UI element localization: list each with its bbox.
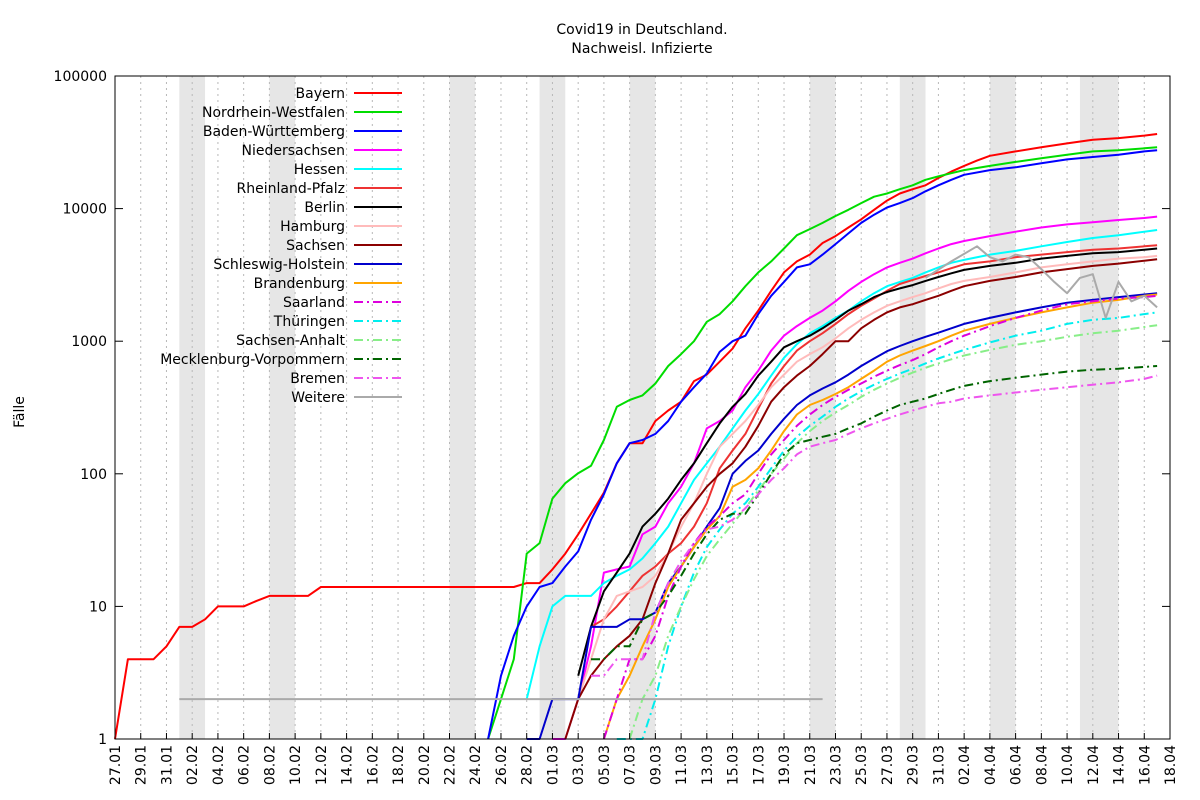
legend-label: Rheinland-Pfalz bbox=[237, 181, 345, 197]
x-tick-label: 06.02 bbox=[237, 745, 253, 785]
series-line bbox=[487, 149, 1158, 740]
legend-label: Bremen bbox=[290, 371, 345, 387]
x-tick-label: 29.01 bbox=[134, 745, 150, 785]
x-tick-label: 04.04 bbox=[983, 745, 999, 785]
series-line bbox=[591, 374, 1158, 677]
x-tick-label: 02.02 bbox=[185, 745, 201, 785]
x-tick-label: 22.02 bbox=[443, 745, 459, 785]
series-line bbox=[179, 245, 1158, 701]
series-line bbox=[564, 258, 1158, 740]
series-line bbox=[564, 254, 1158, 740]
x-tick-label: 08.02 bbox=[262, 745, 278, 785]
series-line bbox=[526, 292, 1158, 740]
y-tick-label: 1000 bbox=[71, 334, 107, 350]
y-tick-label: 100 bbox=[80, 467, 107, 483]
x-tick-label: 24.02 bbox=[468, 745, 484, 785]
x-tick-label: 27.01 bbox=[108, 745, 124, 785]
legend-label: Mecklenburg-Vorpommern bbox=[160, 352, 345, 368]
series-line bbox=[577, 247, 1158, 676]
y-axis-label: Fälle bbox=[12, 396, 28, 428]
series-line bbox=[552, 215, 1158, 740]
x-tick-label: 12.04 bbox=[1086, 745, 1102, 785]
x-tick-label: 25.03 bbox=[854, 745, 870, 785]
legend-label: Hamburg bbox=[280, 219, 345, 235]
legend-label: Baden-Württemberg bbox=[203, 124, 345, 140]
x-tick-label: 10.02 bbox=[288, 745, 304, 785]
x-tick-label: 09.03 bbox=[648, 745, 664, 785]
x-tick-label: 29.03 bbox=[906, 745, 922, 785]
legend-label: Thüringen bbox=[273, 314, 345, 330]
series-line bbox=[616, 311, 1158, 740]
legend-label: Nordrhein-Westfalen bbox=[202, 105, 345, 121]
legend-label: Niedersachsen bbox=[242, 143, 345, 159]
x-tick-label: 04.02 bbox=[211, 745, 227, 785]
weekend-band bbox=[449, 76, 476, 739]
x-tick-label: 06.04 bbox=[1009, 745, 1025, 785]
weekend-band bbox=[809, 76, 836, 739]
axis-ticks: 27.01 29.01 31.01 02.02 04.02 06.02 08.02 10.02… bbox=[54, 69, 1179, 785]
weekend-bands bbox=[179, 76, 1119, 739]
x-tick-label: 15.03 bbox=[726, 745, 742, 785]
y-tick-label: 10000 bbox=[62, 202, 107, 218]
x-tick-label: 21.03 bbox=[803, 745, 819, 785]
x-tick-label: 02.04 bbox=[957, 745, 973, 785]
series-lines bbox=[114, 133, 1158, 740]
x-tick-label: 16.04 bbox=[1137, 745, 1153, 785]
legend: Bayern Nordrhein-Westfalen Baden-Württembe… bbox=[160, 86, 402, 406]
legend-label: Bayern bbox=[296, 86, 345, 102]
series-line bbox=[114, 133, 1158, 740]
x-tick-label: 14.04 bbox=[1112, 745, 1128, 785]
y-tick-label: 10 bbox=[89, 599, 107, 615]
x-tick-label: 16.02 bbox=[365, 745, 381, 785]
series-line bbox=[487, 146, 1158, 740]
legend-label: Schleswig-Holstein bbox=[213, 257, 345, 273]
series-line bbox=[628, 324, 1158, 740]
x-tick-label: 31.01 bbox=[159, 745, 175, 785]
x-tick-label: 18.02 bbox=[391, 745, 407, 785]
x-tick-label: 13.03 bbox=[700, 745, 716, 785]
x-tick-label: 10.04 bbox=[1060, 745, 1076, 785]
x-tick-label: 05.03 bbox=[597, 745, 613, 785]
weekend-band bbox=[1079, 76, 1119, 739]
x-tick-label: 27.03 bbox=[880, 745, 896, 785]
series-line bbox=[602, 294, 1158, 740]
legend-label: Saarland bbox=[283, 295, 345, 311]
weekend-band bbox=[269, 76, 296, 739]
legend-label: Weitere bbox=[291, 390, 345, 406]
legend-label: Sachsen bbox=[286, 238, 345, 254]
x-tick-label: 28.02 bbox=[520, 745, 536, 785]
x-tick-label: 26.02 bbox=[494, 745, 510, 785]
x-tick-label: 12.02 bbox=[314, 745, 330, 785]
x-tick-label: 31.03 bbox=[931, 745, 947, 785]
x-tick-label: 11.03 bbox=[674, 745, 690, 785]
x-tick-label: 07.03 bbox=[623, 745, 639, 785]
weekend-band bbox=[989, 76, 1016, 739]
x-tick-label: 01.03 bbox=[545, 745, 561, 785]
x-tick-label: 14.02 bbox=[340, 745, 356, 785]
x-tick-label: 08.04 bbox=[1034, 745, 1050, 785]
plot-frame bbox=[114, 75, 1171, 740]
legend-label: Hessen bbox=[294, 162, 345, 178]
x-tick-label: 23.03 bbox=[828, 745, 844, 785]
grid bbox=[114, 76, 1171, 739]
series-line bbox=[591, 365, 1158, 661]
series-line bbox=[525, 229, 1158, 700]
legend-label: Sachsen-Anhalt bbox=[236, 333, 345, 349]
x-tick-label: 03.03 bbox=[571, 745, 587, 785]
x-tick-label: 19.03 bbox=[777, 745, 793, 785]
legend-label: Brandenburg bbox=[254, 276, 345, 292]
chart-subtitle: Nachweisl. Infizierte bbox=[571, 41, 712, 57]
x-tick-label: 20.02 bbox=[417, 745, 433, 785]
legend-label: Berlin bbox=[304, 200, 345, 216]
x-tick-label: 18.04 bbox=[1163, 745, 1179, 785]
chart-title: Covid19 in Deutschland. bbox=[556, 22, 727, 38]
y-tick-label: 100000 bbox=[54, 69, 107, 85]
x-tick-label: 17.03 bbox=[751, 745, 767, 785]
y-tick-label: 1 bbox=[98, 732, 107, 748]
